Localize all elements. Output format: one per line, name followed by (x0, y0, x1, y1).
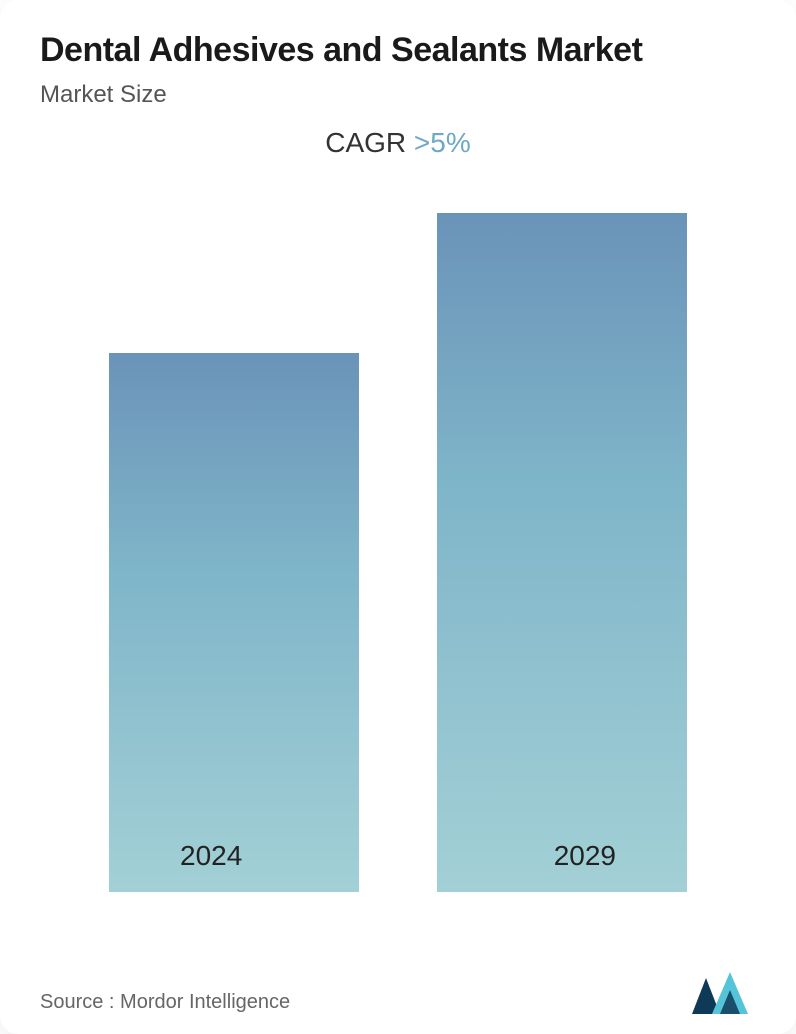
bars-wrap: 2024 2029 (40, 169, 756, 892)
chart-title: Dental Adhesives and Sealants Market (40, 30, 756, 71)
cagr-label: CAGR (325, 127, 406, 158)
footer: Source : Mordor Intelligence (40, 962, 756, 1014)
bar-2029 (437, 213, 687, 892)
source-text: Source : Mordor Intelligence (40, 991, 290, 1014)
bar-slot-1: 2029 (422, 169, 702, 892)
chart-area: 2024 2029 (40, 169, 756, 962)
bar-label-2024: 2024 (180, 840, 242, 872)
cagr-value: >5% (414, 127, 471, 158)
bar-slot-0: 2024 (94, 169, 374, 892)
mordor-logo-icon (692, 972, 756, 1014)
chart-subtitle: Market Size (40, 81, 756, 109)
bar-2024 (109, 353, 359, 892)
chart-card: Dental Adhesives and Sealants Market Mar… (0, 0, 796, 1034)
bar-label-2029: 2029 (554, 840, 616, 872)
cagr-row: CAGR >5% (40, 127, 756, 159)
